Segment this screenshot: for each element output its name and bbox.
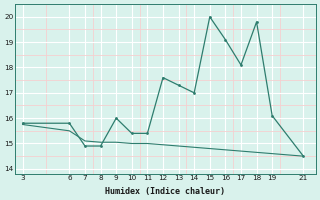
X-axis label: Humidex (Indice chaleur): Humidex (Indice chaleur) (105, 187, 225, 196)
